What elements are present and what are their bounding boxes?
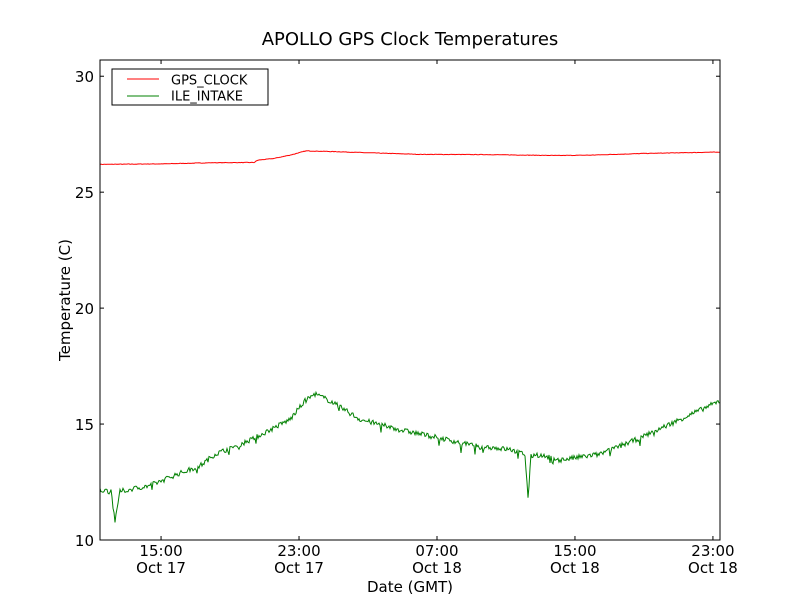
y-tick-label: 10 — [75, 532, 94, 550]
series-line-ile-intake — [99, 390, 721, 523]
x-tick-label-time: 23:00 — [691, 542, 734, 560]
plot-frame — [99, 59, 721, 541]
x-tick-label-date: Oct 17 — [136, 559, 186, 577]
y-axis-label: Temperature (C) — [56, 239, 74, 362]
x-tick-label-time: 07:00 — [415, 542, 458, 560]
x-tick-label-date: Oct 18 — [550, 559, 600, 577]
x-tick-label-time: 15:00 — [139, 542, 182, 560]
y-tick-label: 25 — [75, 184, 94, 202]
x-tick-label-time: 15:00 — [553, 542, 596, 560]
y-tick-label: 20 — [75, 300, 94, 318]
x-tick-label-time: 23:00 — [277, 542, 320, 560]
legend: GPS_CLOCK ILE_INTAKE — [111, 68, 269, 106]
series-line-gps-clock — [99, 150, 721, 166]
y-tick-label: 30 — [75, 68, 94, 86]
y-tick-label: 15 — [75, 416, 94, 434]
x-axis-label: Date (GMT) — [367, 578, 453, 596]
x-tick-label-date: Oct 18 — [688, 559, 738, 577]
legend-box — [111, 68, 269, 106]
x-tick-label-date: Oct 18 — [412, 559, 462, 577]
legend-label-ile-intake: ILE_INTAKE — [171, 90, 243, 105]
x-tick-label-date: Oct 17 — [274, 559, 324, 577]
chart-title: APOLLO GPS Clock Temperatures — [262, 29, 559, 50]
legend-label-gps-clock: GPS_CLOCK — [171, 74, 248, 89]
